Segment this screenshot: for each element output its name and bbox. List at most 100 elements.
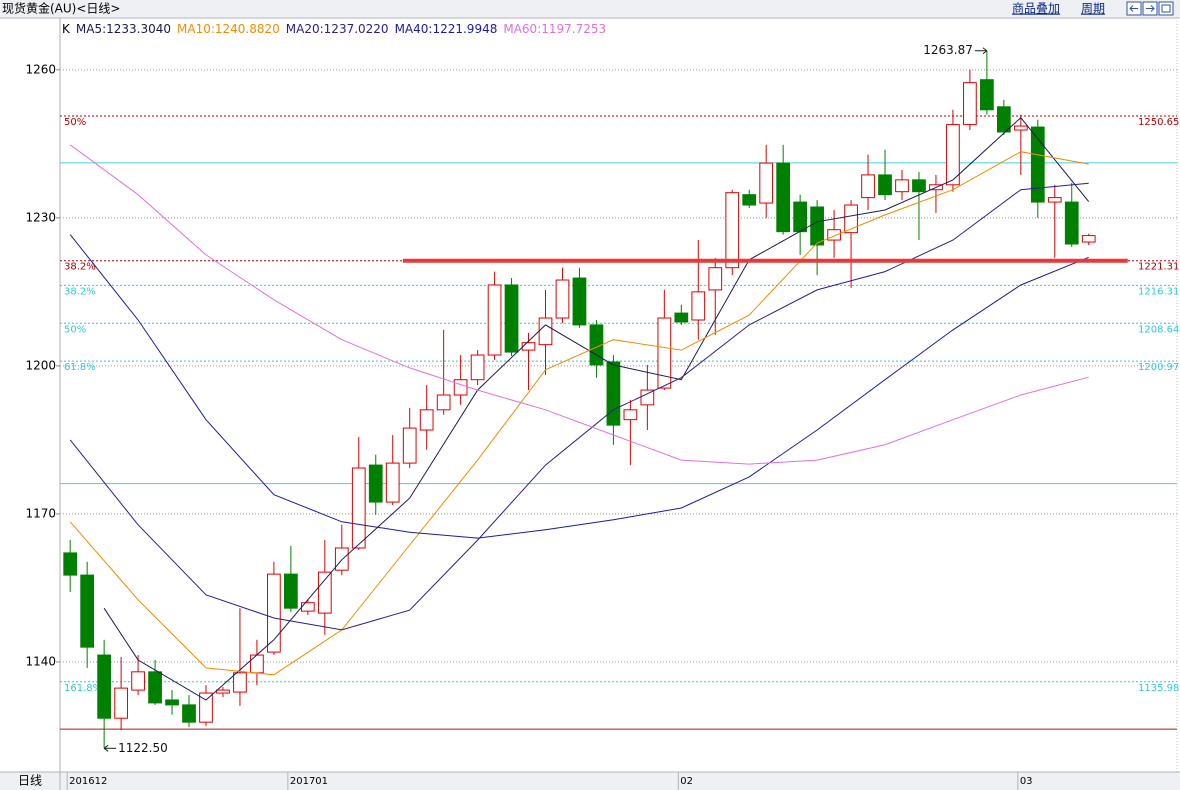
- candle-body: [300, 602, 315, 612]
- fib-tag: 38.2%: [64, 286, 96, 297]
- candle-body: [776, 162, 791, 233]
- fib-value: 1216.31: [1138, 286, 1179, 297]
- legend-entry: MA20:1237.0220: [286, 22, 389, 36]
- candle-body: [895, 179, 909, 193]
- candle-body: [284, 573, 298, 609]
- legend-entry: MA40:1221.9948: [395, 22, 498, 36]
- candle-body: [419, 409, 434, 431]
- fib-value: 1200.97: [1138, 362, 1179, 373]
- candle-body: [402, 427, 417, 464]
- candle-body: [606, 361, 621, 426]
- candle-body: [708, 267, 723, 291]
- candle-body: [640, 389, 655, 406]
- top-bar: [0, 0, 1180, 18]
- x-tick-label: 201612: [69, 776, 107, 787]
- ma-line: [69, 182, 1089, 631]
- bottom-bar: [0, 772, 1180, 790]
- legend-entry: MA60:1197.7253: [503, 22, 606, 36]
- nav-icons[interactable]: [1126, 1, 1174, 16]
- candle-body: [317, 571, 332, 614]
- candle-body: [980, 79, 994, 111]
- x-tick-label: 03: [1020, 776, 1033, 787]
- ma-line: [69, 144, 1089, 465]
- candle-body: [963, 82, 977, 126]
- candle-body: [555, 279, 570, 319]
- fib-value: 1221.31: [1138, 262, 1179, 273]
- annotation-label: 1263.87: [923, 43, 973, 57]
- legend-entry: MA5:1233.3040: [76, 22, 171, 36]
- fib-tag: 38.2%: [64, 262, 96, 273]
- candle-body: [436, 394, 451, 411]
- ma-legend: K MA5:1233.3040 MA10:1240.8820 MA20:1237.02…: [62, 22, 606, 36]
- candle-body: [267, 573, 281, 653]
- candle-body: [470, 354, 485, 381]
- candle-body: [165, 699, 179, 706]
- candle-body: [216, 689, 230, 694]
- candle-body: [182, 704, 196, 723]
- candle-body: [878, 174, 892, 196]
- candle-body: [97, 654, 112, 719]
- candle-body: [742, 194, 757, 206]
- period-label: 日线: [18, 774, 42, 788]
- candle-body: [572, 277, 587, 326]
- ma-line: [69, 234, 1089, 539]
- y-tick-label: 1200: [25, 358, 56, 372]
- x-tick-label: 201701: [290, 776, 328, 787]
- candle-body: [793, 201, 808, 233]
- candle-body: [148, 671, 162, 704]
- annotation-head: [103, 744, 109, 752]
- candle-body: [725, 192, 740, 269]
- candle-body: [912, 179, 926, 193]
- fib-value: 1135.98: [1138, 683, 1179, 694]
- y-tick-label: 1170: [25, 506, 56, 520]
- candle-body: [827, 229, 841, 241]
- y-tick-label: 1140: [25, 654, 56, 668]
- candle-body: [623, 409, 638, 421]
- candle-body: [1064, 201, 1079, 245]
- fib-tag: 50%: [64, 324, 86, 335]
- legend-prefix: K: [62, 22, 71, 36]
- candle-body: [996, 106, 1011, 133]
- candle-body: [1081, 235, 1096, 243]
- candle-body: [250, 654, 264, 674]
- candle-body: [521, 342, 536, 351]
- candle-body: [80, 574, 95, 648]
- candle-body: [504, 284, 519, 353]
- candle-body: [538, 317, 553, 346]
- candle-body: [1013, 125, 1028, 131]
- annotation-label: 1122.50: [118, 741, 168, 755]
- overlay-button[interactable]: 商品叠加: [1012, 1, 1060, 16]
- candle-body: [759, 162, 774, 204]
- candle-body: [844, 204, 858, 234]
- chart-title: 现货黄金(AU)<日线>: [2, 1, 120, 16]
- candle-body: [453, 379, 468, 396]
- ma-line: [103, 116, 1090, 701]
- candle-body: [691, 291, 706, 321]
- candle-body: [114, 687, 128, 719]
- candle-body: [861, 174, 875, 199]
- candle-body: [674, 312, 689, 323]
- candle-body: [233, 672, 247, 693]
- fib-value: 1250.65: [1138, 117, 1179, 128]
- candle-body: [368, 464, 383, 503]
- candle-body: [385, 462, 400, 503]
- ma-line: [69, 151, 1089, 676]
- candle-body: [199, 692, 213, 723]
- candle-body: [657, 317, 672, 389]
- legend-entry: MA10:1240.8820: [177, 22, 280, 36]
- y-tick-label: 1230: [25, 210, 56, 224]
- annotation-head: [982, 47, 988, 55]
- candle-body: [487, 284, 502, 356]
- candle-body: [1047, 197, 1062, 203]
- candle-body: [946, 124, 960, 186]
- fib-tag: 50%: [64, 117, 86, 128]
- candle-body: [1030, 126, 1045, 203]
- period-button[interactable]: 周期: [1081, 2, 1105, 16]
- y-tick-label: 1260: [25, 62, 56, 76]
- fib-tag: 161.8%: [64, 683, 102, 694]
- candle-body: [334, 547, 349, 571]
- candle-body: [63, 552, 78, 576]
- candle-body: [131, 671, 145, 691]
- fib-value: 1208.64: [1138, 324, 1179, 335]
